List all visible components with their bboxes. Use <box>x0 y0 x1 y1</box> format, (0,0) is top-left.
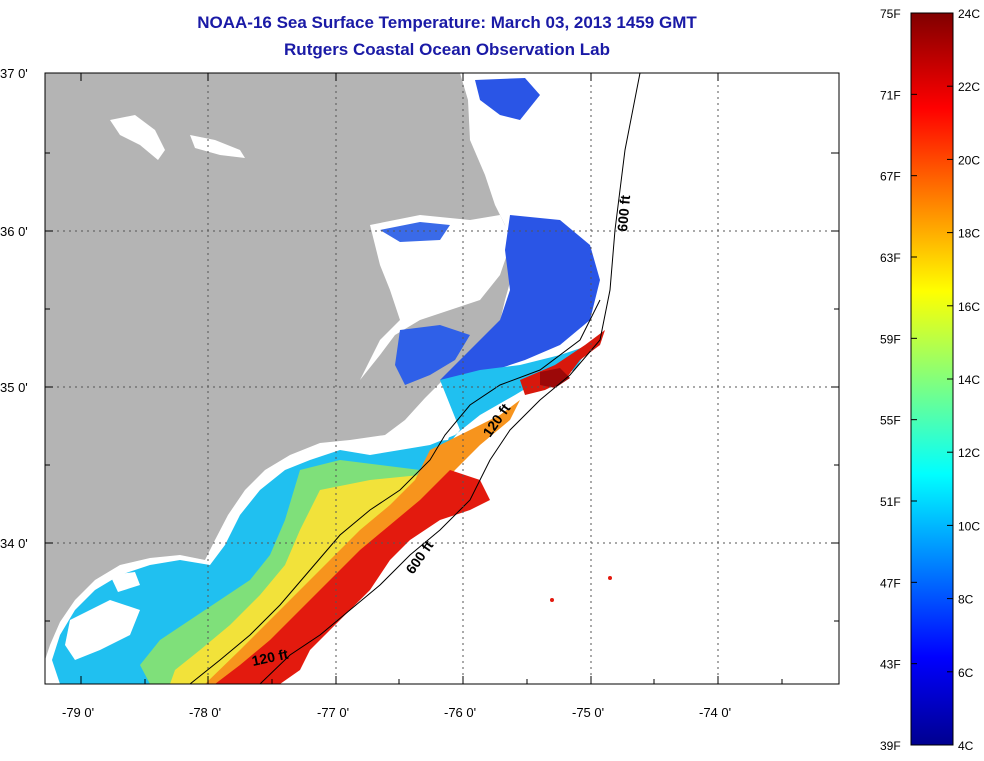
warm-speck <box>608 576 612 580</box>
lat-label: 36 0' <box>0 224 28 239</box>
colorbar-f-ticks <box>911 12 917 746</box>
colorbar-c-ticks <box>947 12 953 746</box>
contour-600ft-line <box>259 73 641 684</box>
cold-water-blue <box>440 215 600 395</box>
warm-speck <box>550 598 554 602</box>
lon-label: -78 0' <box>189 705 221 720</box>
lon-label: -77 0' <box>317 705 349 720</box>
cloud-gap <box>110 572 140 592</box>
colorbar-f-label: 43F <box>880 658 901 672</box>
colorbar-f-label: 39F <box>880 739 901 753</box>
colorbar-f-label: 47F <box>880 576 901 590</box>
lat-label: 37 0' <box>0 66 28 81</box>
map-area <box>45 73 839 684</box>
graticule <box>45 73 839 684</box>
lon-label: -79 0' <box>62 705 94 720</box>
cold-water-blue <box>395 325 470 385</box>
lon-label: -75 0' <box>572 705 604 720</box>
colorbar-f-label: 75F <box>880 7 901 21</box>
axis-ticks <box>45 72 839 684</box>
colorbar-c-label: 12C <box>958 446 980 460</box>
colorbar-c-label: 14C <box>958 373 980 387</box>
gulf-stream-orange <box>205 400 520 684</box>
land-mass <box>45 73 512 660</box>
cold-water-blue <box>380 222 450 242</box>
colorbar-f-label: 55F <box>880 414 901 428</box>
map-frame <box>44 72 840 685</box>
map-title: NOAA-16 Sea Surface Temperature: March 0… <box>197 13 697 32</box>
colorbar-c-label: 8C <box>958 593 974 607</box>
contour-120ft-line <box>189 299 601 684</box>
cloud-gap <box>65 600 140 660</box>
colorbar-f-label: 67F <box>880 170 901 184</box>
contour-label-600ft-north: 600 ft <box>614 194 633 232</box>
colorbar-f-label: 71F <box>880 88 901 102</box>
colorbar-c-label: 20C <box>958 153 980 167</box>
lat-label: 35 0' <box>0 380 28 395</box>
gulf-stream-red <box>215 470 490 684</box>
colorbar-f-label: 51F <box>880 495 901 509</box>
colorbar-f-label: 63F <box>880 251 901 265</box>
colorbar-c-label: 10C <box>958 519 980 533</box>
lon-label: -76 0' <box>444 705 476 720</box>
colorbar-c-label: 6C <box>958 666 974 680</box>
lon-label: -74 0' <box>699 705 731 720</box>
colorbar <box>910 12 954 746</box>
colorbar-f-label: 59F <box>880 332 901 346</box>
cold-water-blue <box>475 78 540 120</box>
cloud-gap <box>420 420 455 442</box>
colorbar-c-label: 18C <box>958 227 980 241</box>
map-subtitle: Rutgers Coastal Ocean Observation Lab <box>284 40 610 59</box>
colorbar-c-label: 24C <box>958 7 980 21</box>
pamlico-sound <box>360 215 512 380</box>
colorbar-c-label: 4C <box>958 739 974 753</box>
inland-water <box>190 135 245 158</box>
gulf-stream-darkred <box>540 368 570 388</box>
contour-label-120ft-south: 120 ft <box>250 646 289 669</box>
lat-label: 34 0' <box>0 536 28 551</box>
colorbar-c-label: 16C <box>958 300 980 314</box>
inland-water <box>110 115 165 160</box>
colorbar-c-label: 22C <box>958 80 980 94</box>
